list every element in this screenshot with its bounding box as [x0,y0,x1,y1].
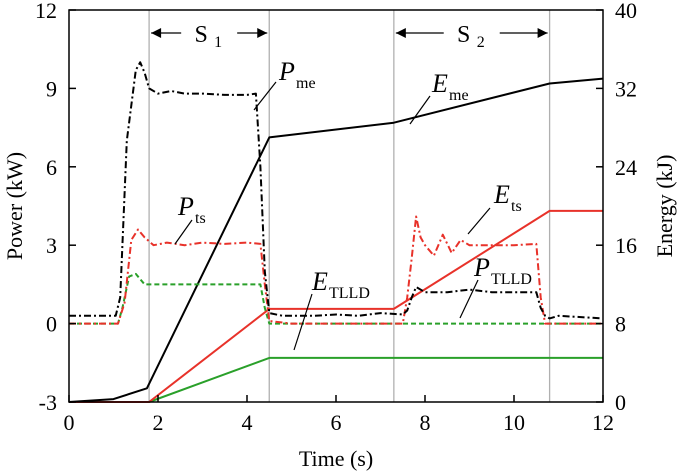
y-tick-label-left: -3 [39,390,57,415]
x-tick-label: 6 [331,410,342,435]
y-tick-label-right: 32 [615,76,637,101]
annotation-lines [151,28,548,351]
y-tick-label-left: 3 [46,233,57,258]
y-tick-label-right: 16 [615,233,637,258]
series-label-e-ts: E [493,180,510,209]
y-axis-title-left: Power (kW) [2,152,27,260]
x-tick-label: 2 [153,410,164,435]
series-label-sub-e-tlld: TLLD [329,285,370,302]
y-tick-label-right: 40 [615,0,637,23]
series-p-me [69,61,604,320]
series-label-p-ts: P [177,192,194,221]
series-label-sub-p-tlld: TLLD [491,271,532,288]
y-tick-label-left: 0 [46,312,57,337]
label-leader-p-ts [174,219,193,245]
region-label-sub: 2 [477,34,485,51]
region-label: S [457,22,470,48]
series-e-me [68,77,604,403]
label-leader-e-me [409,95,431,125]
series-p-ts [69,215,603,325]
series-label-e-tlld: E [311,267,328,296]
y-tick-label-left: 6 [46,155,57,180]
region-label: S [194,22,207,48]
series-label-sub-p-ts: ts [195,210,206,227]
arrowhead [151,28,162,38]
region-label-sub: 1 [214,34,222,51]
label-leader-e-tlld [293,293,313,351]
x-tick-label: 4 [242,410,253,435]
x-tick-label: 12 [592,410,614,435]
x-tick-label: 8 [420,410,431,435]
arrowhead [537,28,548,38]
x-tick-label: 10 [503,410,525,435]
label-leader-e-ts [467,207,491,235]
label-leader-p-tlld [459,279,479,319]
y-tick-label-right: 24 [615,155,637,180]
y-tick-label-right: 8 [615,312,626,337]
series-label-e-me: E [431,69,448,98]
series-label-sub-e-ts: ts [511,198,522,215]
series-label-sub-e-me: me [449,87,469,104]
x-axis-title: Time (s) [299,446,373,471]
arrowhead [395,28,406,38]
y-tick-label-left: 9 [46,76,57,101]
x-tick-label: 0 [64,410,75,435]
region-lines [148,10,551,402]
series-label-p-me: P [278,57,295,86]
arrowhead [257,28,268,38]
label-leader-p-me [253,81,277,111]
series-label-p-tlld: P [473,253,490,282]
y-tick-label-right: 0 [615,390,626,415]
y-axis-title-right: Energy (kJ) [652,155,677,258]
series-label-sub-p-me: me [296,75,316,92]
y-tick-label-left: 12 [35,0,57,23]
